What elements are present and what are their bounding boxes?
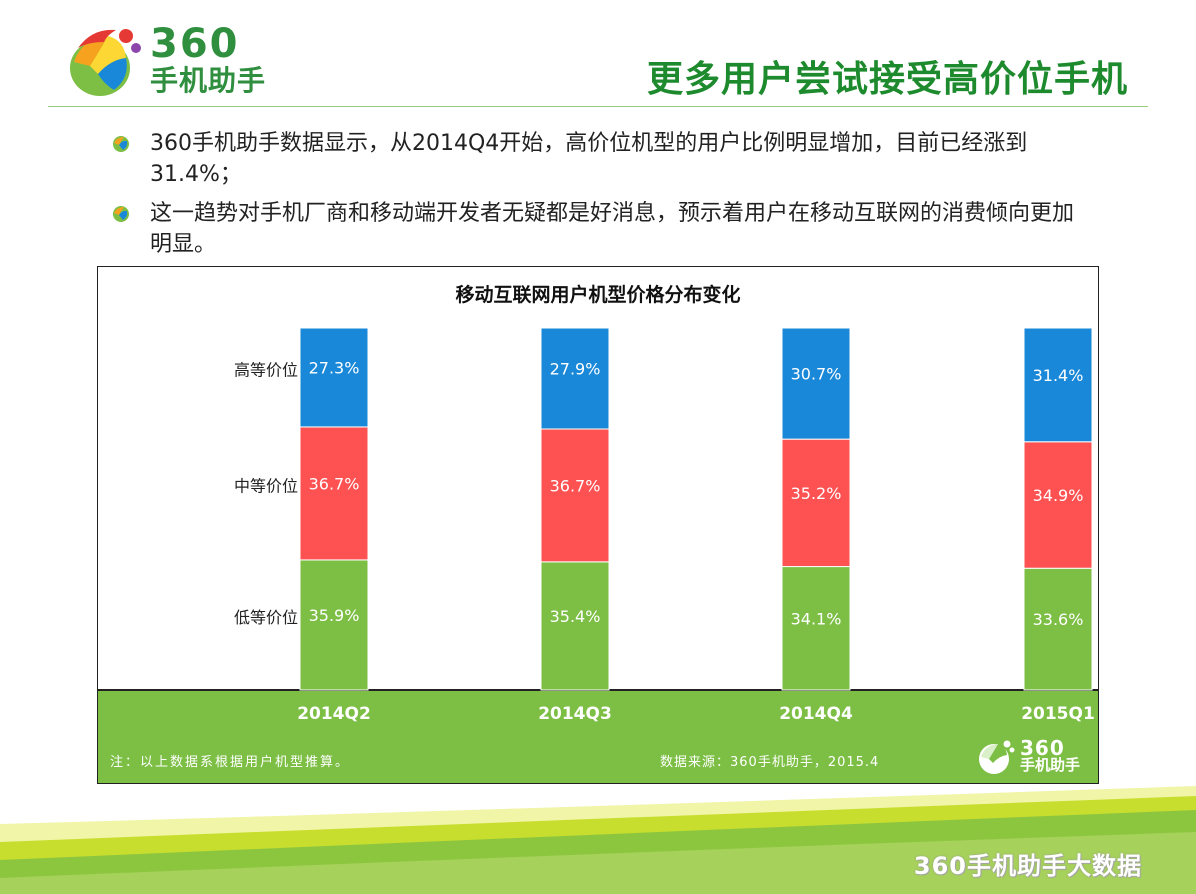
chart-panel: 移动互联网用户机型价格分布变化 35.9% 低等价位 36.7% 中等价位 27.3% 高…: [97, 266, 1099, 784]
category-tick-label: 2015Q1: [1021, 704, 1095, 724]
logo-name: 手机助手: [150, 64, 267, 97]
bar-segment: [540, 327, 610, 430]
chart-logo: 360 手机助手: [976, 737, 1096, 777]
data-label: 31.4%: [1033, 366, 1084, 385]
chart-note: 注：以上数据系根据用户机型推算。: [110, 755, 351, 770]
chart-logo-number: 360: [1020, 736, 1065, 760]
bar-segment: [299, 426, 369, 561]
chart-logo-ball-icon: [979, 740, 1015, 774]
data-label: 34.9%: [1033, 486, 1084, 505]
data-label: 30.7%: [791, 365, 842, 384]
logo-number: 360: [150, 21, 240, 67]
chart-title: 移动互联网用户机型价格分布变化: [455, 283, 740, 306]
bullet-ball-icon: [113, 136, 129, 152]
bullet-item: 这一趋势对手机厂商和移动端开发者无疑都是好消息，预示着用户在移动互联网的消费倾向…: [112, 198, 1092, 260]
bullet-text: 这一趋势对手机厂商和移动端开发者无疑都是好消息，预示着用户在移动互联网的消费倾向…: [150, 201, 1075, 257]
bar-segment: [299, 327, 369, 428]
data-label: 33.6%: [1033, 610, 1084, 629]
data-label: 34.1%: [791, 609, 842, 628]
decorative-swoosh: [0, 786, 1196, 894]
data-label: 27.3%: [309, 358, 360, 377]
header-divider: [48, 106, 1148, 107]
chart-logo-name: 手机助手: [1020, 756, 1081, 774]
watermark: 360手机助手大数据: [913, 852, 1142, 880]
bar-segment: [299, 559, 369, 691]
chart-source: 数据来源：360手机助手，2015.4: [660, 755, 880, 770]
bullet-text: 360手机助手数据显示，从2014Q4开始，高价位机型的用户比例明显增加，目前已…: [150, 131, 1028, 187]
bar-segment: [1023, 567, 1093, 691]
data-label: 36.7%: [309, 474, 360, 493]
data-label: 36.7%: [550, 476, 601, 495]
bar-segment: [540, 561, 610, 691]
series-label: 高等价位: [234, 360, 298, 379]
category-tick-label: 2014Q4: [779, 704, 853, 724]
bar-segment: [781, 327, 851, 440]
stacked-bar-chart: 移动互联网用户机型价格分布变化 35.9% 低等价位 36.7% 中等价位 27.3% 高…: [98, 283, 1098, 783]
bar-segment: [781, 438, 851, 568]
page-title: 更多用户尝试接受高价位手机: [646, 59, 1128, 100]
category-tick-label: 2014Q3: [538, 704, 612, 724]
bar-segment: [540, 428, 610, 563]
bullet-ball-icon: [113, 206, 129, 222]
brand-logo: 360 手机助手: [64, 22, 294, 102]
category-tick-label: 2014Q2: [297, 704, 371, 724]
data-label: 35.9%: [309, 606, 360, 625]
data-label: 27.9%: [550, 359, 601, 378]
data-label: 35.4%: [550, 607, 601, 626]
bar-segment: [1023, 327, 1093, 443]
chart-footer-band: [98, 690, 1098, 783]
series-label: 低等价位: [234, 608, 298, 627]
bullet-list: 360手机助手数据显示，从2014Q4开始，高价位机型的用户比例明显增加，目前已…: [112, 128, 1092, 268]
data-label: 35.2%: [791, 484, 842, 503]
bullet-item: 360手机助手数据显示，从2014Q4开始，高价位机型的用户比例明显增加，目前已…: [112, 128, 1092, 190]
brand-ball-icon: [70, 29, 141, 96]
series-label: 中等价位: [234, 476, 298, 495]
